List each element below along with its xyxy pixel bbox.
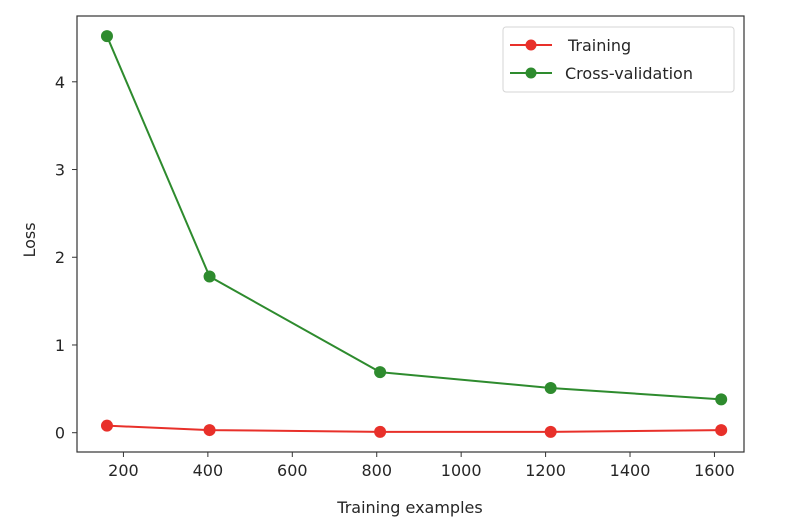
legend-label-training: Training (567, 36, 631, 55)
data-point (715, 393, 728, 406)
legend-item-cross-validation: Cross-validation (510, 64, 693, 83)
x-tick-label: 1400 (610, 461, 651, 480)
data-point (544, 425, 557, 438)
x-tick-label: 600 (277, 461, 308, 480)
y-tick-label: 3 (55, 161, 65, 180)
plot-area (100, 30, 728, 438)
y-axis-label: Loss (20, 222, 39, 257)
data-point (544, 381, 557, 394)
data-point (100, 30, 113, 43)
x-axis-ticks: 200 400 600 800 1000 1200 1400 1600 (108, 452, 735, 480)
legend-box (502, 26, 735, 93)
series-cross-validation (100, 30, 728, 406)
legend-marker-training-icon (525, 39, 537, 51)
data-point (374, 366, 387, 379)
x-tick-label: 800 (361, 461, 392, 480)
data-point (374, 425, 387, 438)
data-point (100, 419, 113, 432)
y-tick-label: 4 (55, 73, 65, 92)
legend-marker-cv-icon (525, 67, 537, 79)
series-training (100, 419, 728, 438)
x-tick-label: 1000 (441, 461, 482, 480)
x-axis-label: Training examples (336, 498, 482, 517)
y-tick-label: 2 (55, 248, 65, 267)
y-axis-ticks: 0 1 2 3 4 (55, 73, 77, 443)
x-tick-label: 1200 (525, 461, 566, 480)
x-tick-label: 400 (193, 461, 224, 480)
y-tick-label: 0 (55, 424, 65, 443)
x-tick-label: 1600 (694, 461, 735, 480)
legend-label-cross-validation: Cross-validation (565, 64, 693, 83)
data-point (715, 424, 728, 437)
data-point (203, 424, 216, 437)
legend-item-training: Training (510, 36, 631, 55)
legend: Training Cross-validation (502, 26, 735, 93)
axes-frame (76, 15, 745, 453)
y-tick-label: 1 (55, 336, 65, 355)
data-point (203, 270, 216, 283)
x-tick-label: 200 (108, 461, 139, 480)
